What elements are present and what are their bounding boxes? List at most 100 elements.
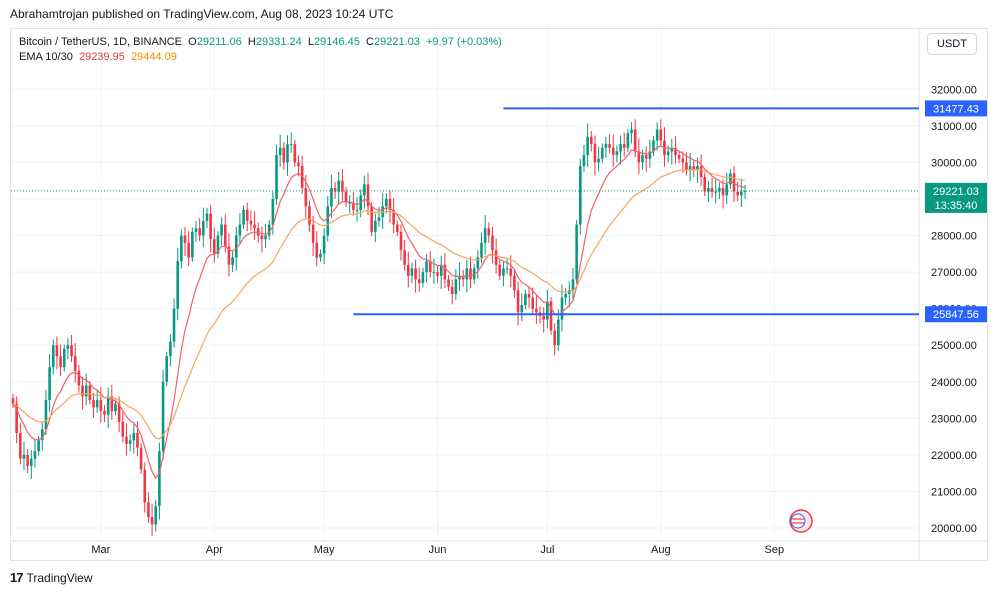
chart-frame[interactable]: 32000.0031000.0030000.0029000.0028000.00… (10, 28, 988, 561)
level-tag (925, 100, 987, 117)
candle-body (15, 403, 18, 433)
candle-body (311, 224, 315, 243)
candle-body (498, 264, 502, 276)
candle-body (11, 398, 15, 404)
candle-body (425, 261, 428, 273)
candle-body (644, 155, 648, 159)
y-tick-label: 23000.00 (931, 413, 977, 425)
candle-body (260, 235, 264, 240)
candle-body (396, 224, 399, 232)
candle-body (685, 162, 688, 170)
footer-brand[interactable]: TradingView (26, 570, 93, 585)
candle-body (95, 400, 99, 408)
candle-body (692, 166, 696, 170)
x-axis: Mar Apr May Jun Jul Aug Sep (91, 544, 784, 556)
candle-body (707, 188, 710, 192)
candle-body (703, 177, 707, 192)
candle-body (59, 356, 62, 368)
candle-body (231, 257, 234, 265)
candle-body (267, 224, 271, 236)
candle-body (271, 198, 275, 225)
candle-body (297, 162, 300, 167)
candle-body (469, 268, 472, 280)
candle-body (194, 228, 198, 232)
candle-body (344, 191, 348, 203)
current-price-label: 29221.03 (933, 186, 979, 198)
candle-body (169, 341, 172, 357)
candle-body (161, 381, 165, 452)
candle-body (458, 275, 461, 280)
candle-body (158, 451, 161, 507)
change-value: +9.97 (+0.03%) (426, 36, 502, 48)
candle-body (88, 385, 92, 401)
candle-body (542, 315, 545, 320)
candle-body (198, 228, 201, 236)
candle-body (19, 432, 22, 459)
candle-body (81, 385, 84, 397)
candle-body (392, 209, 395, 225)
candle-body (77, 370, 81, 386)
candle-body (586, 136, 589, 156)
candle-body (106, 396, 110, 415)
candle-body (450, 286, 454, 295)
y-tick-label: 28000.00 (931, 231, 977, 243)
symbol-title[interactable]: Bitcoin / TetherUS, 1D, BINANCE (19, 36, 183, 48)
x-tick-label: Jun (429, 544, 447, 556)
candle-body (549, 301, 553, 331)
candle-body (597, 158, 600, 163)
candle-body (454, 279, 458, 295)
candle-body (319, 253, 322, 258)
candle-body (289, 144, 293, 146)
tradingview-logo-icon: 17 (10, 570, 24, 585)
candle-body (546, 301, 549, 320)
candle-body (275, 155, 278, 199)
candle-body (205, 213, 209, 221)
candle-body (509, 268, 513, 276)
close-value: 29221.03 (373, 36, 420, 48)
x-tick-label: May (314, 544, 335, 556)
candle-body (736, 191, 739, 196)
level-tag-label: 31477.43 (933, 103, 979, 115)
x-tick-label: Sep (764, 544, 784, 556)
candle-body (51, 345, 55, 368)
candle-body (575, 224, 578, 280)
y-tick-label: 30000.00 (931, 157, 977, 169)
candle-body (326, 206, 330, 236)
candle-body (589, 136, 593, 145)
candle-body (26, 454, 29, 466)
candle-body (370, 206, 373, 232)
candle-body (337, 180, 341, 192)
high-value: 29331.24 (255, 36, 302, 48)
candle-body (139, 447, 143, 470)
price-chart[interactable]: 32000.0031000.0030000.0029000.0028000.00… (11, 29, 988, 561)
candle-body (611, 147, 615, 156)
candle-body (245, 209, 249, 221)
candle-body (352, 202, 355, 210)
candle-body (626, 133, 630, 148)
countdown-label: 13:35:40 (935, 200, 978, 212)
candle-body (220, 224, 223, 236)
candle-body (721, 188, 725, 196)
candle-body (44, 400, 48, 430)
y-tick-label: 21000.00 (931, 486, 977, 498)
currency-button[interactable]: USDT (927, 33, 977, 55)
candle-body (696, 166, 699, 170)
candle-body (143, 469, 147, 503)
y-axis: 32000.0031000.0030000.0029000.0028000.00… (931, 84, 977, 535)
ema-label[interactable]: EMA 10/30 (19, 51, 73, 63)
candle-body (666, 151, 670, 156)
candle-body (150, 517, 154, 525)
candle-body (535, 308, 538, 313)
candle-body (417, 279, 421, 284)
candle-body (729, 173, 732, 185)
candle-body (40, 429, 44, 441)
candle-body (92, 400, 95, 408)
candle-body (630, 129, 633, 134)
candle-body (33, 451, 37, 459)
candle-body (699, 166, 703, 178)
candle-body (725, 184, 728, 196)
us-flag-icon (789, 509, 813, 533)
candle-body (505, 268, 509, 270)
candle-body (652, 140, 655, 152)
y-tick-label: 27000.00 (931, 267, 977, 279)
